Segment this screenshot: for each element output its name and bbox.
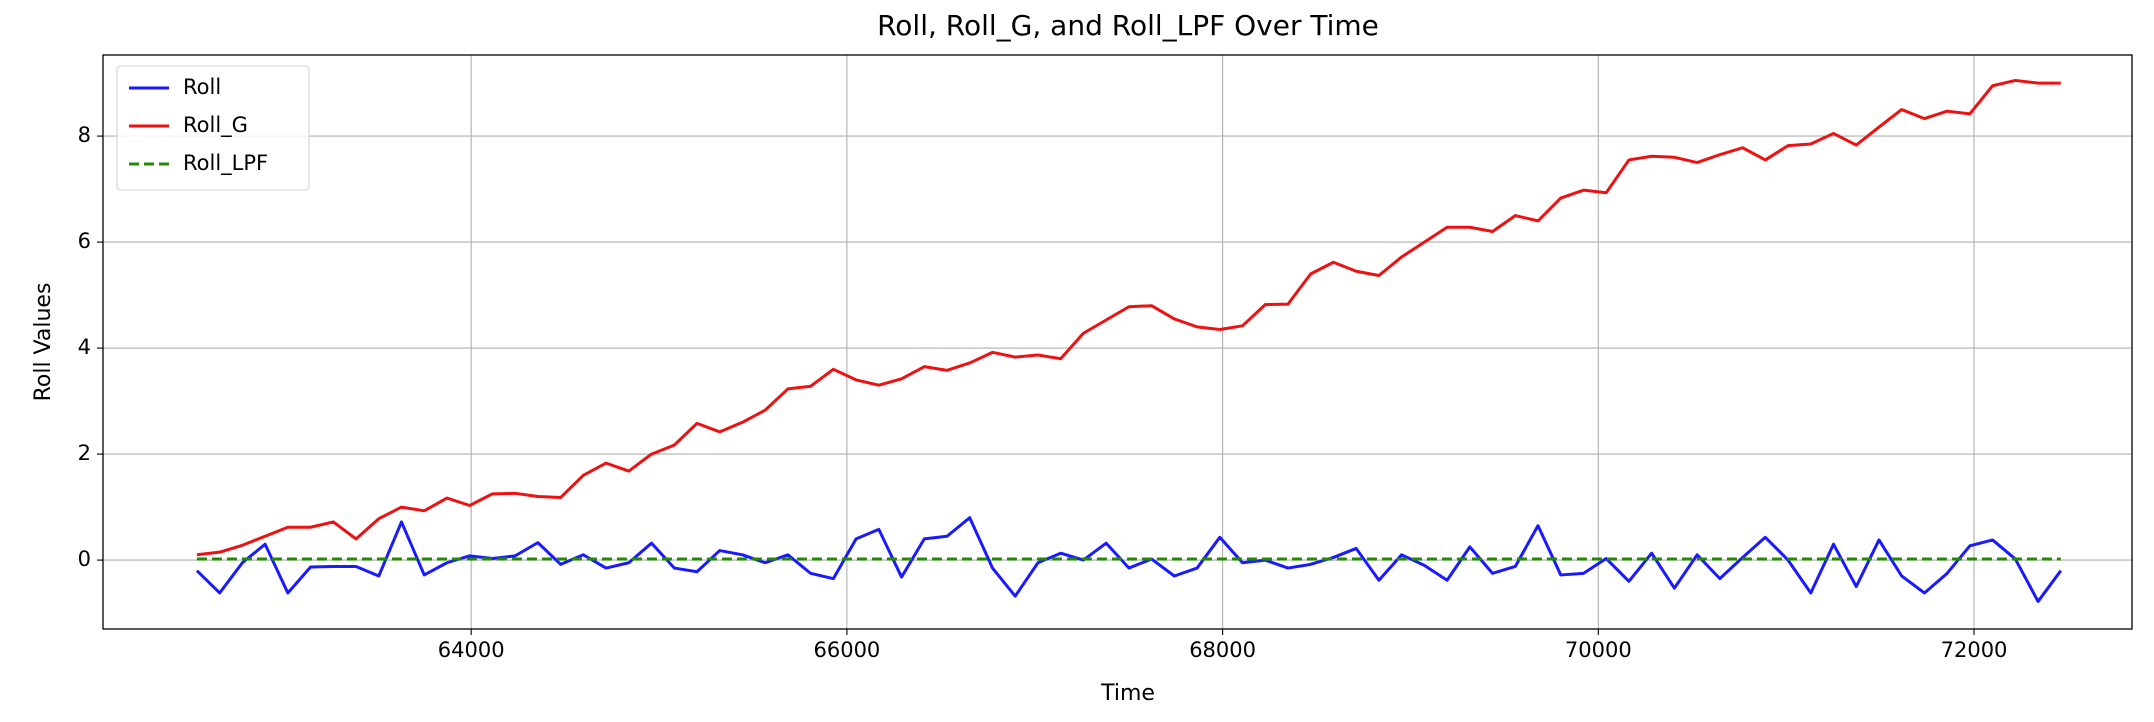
legend-box: [116, 65, 310, 191]
y-tick-label: 4: [78, 335, 91, 359]
x-tick-label: 72000: [1941, 638, 2008, 662]
x-tick-label: 68000: [1189, 638, 1256, 662]
y-tick-label: 2: [78, 441, 91, 465]
y-tick-label: 6: [78, 229, 91, 253]
y-tick-label: 8: [78, 123, 91, 147]
x-axis-label: Time: [1100, 681, 1155, 706]
chart-title: Roll, Roll_G, and Roll_LPF Over Time: [877, 9, 1379, 42]
legend-label: Roll_LPF: [183, 151, 268, 176]
series-line: [196, 78, 2061, 557]
legend-label: Roll_G: [183, 113, 248, 138]
x-tick-label: 66000: [813, 638, 880, 662]
y-axis-label: Roll Values: [31, 283, 56, 402]
legend: Roll Roll_G Roll_LPF: [116, 65, 310, 191]
plot-frame: [102, 54, 2133, 630]
x-tick-label: 70000: [1565, 638, 1632, 662]
x-tick-label: 64000: [438, 638, 505, 662]
legend-label: Roll: [183, 75, 221, 99]
series-line: [195, 516, 2063, 603]
y-tick-label: 0: [78, 547, 91, 571]
